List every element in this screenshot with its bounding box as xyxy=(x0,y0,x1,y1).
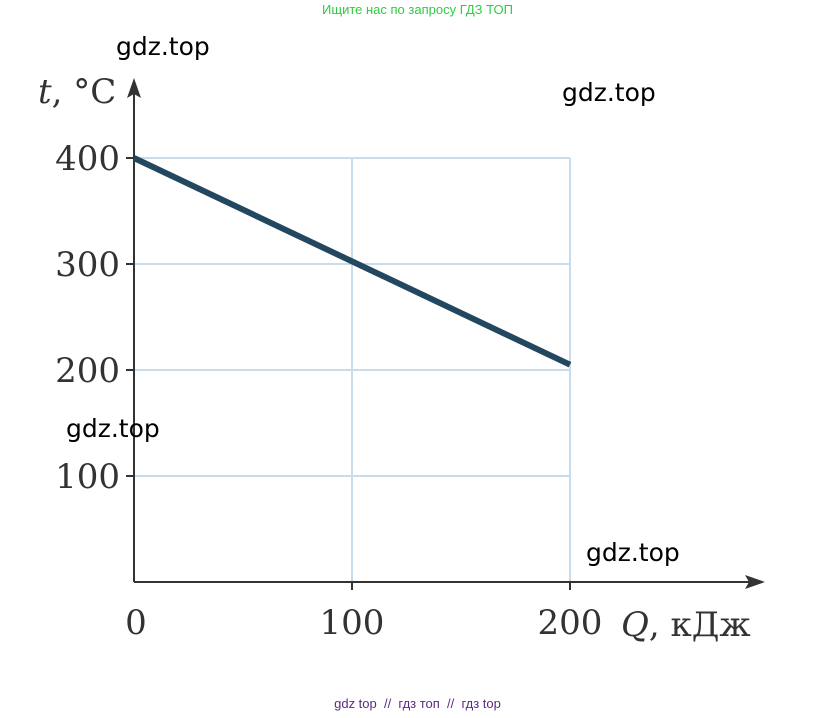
y-axis-arrow xyxy=(127,78,141,98)
y-axis-variable: t xyxy=(38,72,52,112)
y-tick-label: 100 xyxy=(55,457,120,497)
x-tick-label: 0 xyxy=(125,603,147,643)
y-tick-label: 200 xyxy=(55,351,120,391)
watermark: gdz.top xyxy=(66,414,160,443)
series xyxy=(132,155,572,368)
x-axis-variable: Q xyxy=(621,605,649,645)
y-axis-unit: , °C xyxy=(52,72,117,112)
y-tick-label: 400 xyxy=(55,139,120,179)
y-tick-label: 300 xyxy=(55,245,120,285)
watermark: gdz.top xyxy=(562,78,656,107)
bottom-banner: gdz top // гдз топ // гдз top xyxy=(334,696,501,711)
x-tick-label: 200 xyxy=(538,603,603,643)
series-line xyxy=(132,155,572,368)
y-axis-label: t, °C xyxy=(38,72,116,112)
x-axis-arrow xyxy=(745,575,765,589)
watermark: gdz.top xyxy=(116,32,210,61)
axes xyxy=(127,78,765,589)
x-axis-unit: , кДж xyxy=(649,605,751,645)
top-banner: Ищите нас по запросу ГДЗ ТОП xyxy=(322,2,513,17)
watermark: gdz.top xyxy=(586,538,680,567)
grid xyxy=(134,157,571,582)
x-axis-label: Q, кДж xyxy=(621,605,751,645)
x-tick-label: 100 xyxy=(320,603,385,643)
tick-labels: 100 200 300 400 0 100 200 xyxy=(55,139,602,643)
